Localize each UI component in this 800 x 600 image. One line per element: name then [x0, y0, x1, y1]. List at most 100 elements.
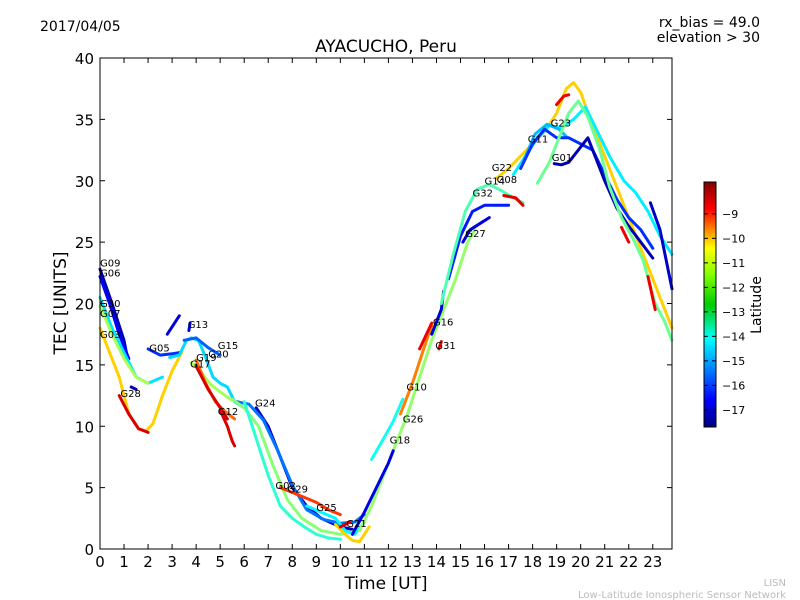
x-tick-label: 8 [287, 553, 297, 571]
x-tick-label: 1 [119, 553, 129, 571]
series-g30b [648, 201, 674, 291]
satellite-label-g20: G20 [208, 350, 228, 361]
chart-title: AYACUCHO, Peru [315, 37, 457, 57]
colorbar-ticks: −9 −10 −11 −12 −13 −14 −15 −16 −17 [704, 208, 745, 417]
x-tick-label: 4 [191, 553, 201, 571]
series-g31 [437, 340, 443, 351]
satellite-label-g05: G05 [149, 343, 169, 354]
series-g30 [98, 295, 164, 385]
series-g24b [235, 400, 366, 525]
satellite-label-g17: G17 [190, 359, 210, 370]
elevation-label: elevation > 30 [657, 30, 760, 46]
x-tick-label: 11 [355, 553, 374, 571]
satellite-label-g08: G08 [497, 175, 517, 186]
satellite-label-g31: G31 [435, 341, 455, 352]
x-tick-label: 23 [643, 553, 662, 571]
satellite-label-g10: G10 [406, 383, 426, 394]
satellite-label-g21: G21 [346, 519, 366, 530]
satellite-label-g15: G15 [218, 341, 238, 352]
x-tick-label: 17 [499, 553, 518, 571]
date-label: 2017/04/05 [40, 19, 121, 35]
series-g28 [117, 394, 150, 434]
series-g29 [278, 486, 342, 517]
x-tick-label: 5 [215, 553, 225, 571]
series-g07 [98, 304, 150, 385]
satellite-label-g12: G12 [218, 407, 238, 418]
series-g07r [555, 93, 571, 107]
x-tick-label: 18 [523, 553, 542, 571]
series-g26 [358, 228, 477, 533]
colorbar-tick-label: −11 [722, 257, 745, 270]
satellite-label-g09: G09 [100, 259, 120, 270]
satellite-label-g06: G06 [100, 269, 120, 280]
satellite-label-g32: G32 [473, 189, 493, 200]
x-tick-label: 19 [547, 553, 566, 571]
series-g28b [129, 385, 138, 391]
rx-bias-label: rx_bias = 49.0 [659, 15, 760, 31]
x-tick-label: 13 [403, 553, 422, 571]
series-g13 [168, 336, 246, 410]
colorbar-tick-label: −14 [722, 330, 745, 343]
satellite-label-g01: G01 [552, 153, 572, 164]
colorbar-tick-label: −13 [722, 306, 745, 319]
series-g32 [447, 203, 511, 281]
x-tick-label: 15 [451, 553, 470, 571]
y-tick-label: 15 [75, 357, 94, 375]
x-tick-label: 20 [571, 553, 590, 571]
series-g11b [519, 127, 655, 250]
satellite-label-g16: G16 [433, 318, 453, 329]
series-g02 [242, 400, 342, 541]
series-g08 [502, 194, 525, 207]
plot-frame [99, 57, 673, 550]
series-g09r [620, 225, 631, 244]
footer-network: Low-Latitude Ionospheric Sensor Network [578, 590, 786, 600]
series-g12 [218, 408, 237, 448]
y-axis-label: TEC [UNITS] [51, 251, 71, 355]
series-g16 [418, 321, 434, 351]
x-tick-label: 14 [427, 553, 446, 571]
series-g01 [552, 136, 655, 260]
colorbar-tick-label: −12 [722, 281, 745, 294]
x-tick-label: 6 [239, 553, 249, 571]
series-g28r [646, 275, 657, 312]
x-tick-label: 2 [143, 553, 153, 571]
series-g15 [182, 336, 222, 357]
y-tick-label: 5 [84, 480, 94, 498]
y-tick-label: 10 [75, 418, 94, 436]
series-g18 [370, 397, 405, 461]
series-g21b [338, 520, 352, 529]
colorbar-tick-label: −9 [722, 208, 738, 221]
satellite-label-g26: G26 [403, 415, 423, 426]
x-tick-label: 16 [475, 553, 494, 571]
x-tick-label: 21 [595, 553, 614, 571]
x-tick-label: 12 [379, 553, 398, 571]
satellite-label-g29: G29 [288, 485, 308, 496]
satellite-label-g22: G22 [492, 163, 512, 174]
y-tick-label: 40 [75, 50, 94, 68]
x-axis: 0 1 2 3 4 5 6 7 8 9 10 11 12 13 14 15 16 17 18 19 20 21 22 23 [95, 58, 662, 571]
x-tick-label: 9 [312, 553, 322, 571]
series-layer [98, 81, 674, 544]
x-tick-label: 10 [331, 553, 350, 571]
y-tick-label: 30 [75, 173, 94, 191]
satellite-label-g11: G11 [528, 135, 548, 146]
colorbar-tick-label: −16 [722, 379, 745, 392]
series-g27 [461, 216, 491, 244]
colorbar [703, 181, 717, 428]
series-g21 [334, 523, 371, 544]
series-g10 [398, 324, 434, 416]
series-g05b [165, 314, 181, 336]
series-g13b [187, 321, 192, 332]
satellite-label-g14: G14 [485, 176, 505, 187]
satellite-label-g24: G24 [255, 399, 275, 410]
series-g25 [305, 504, 366, 536]
series-g06 [98, 275, 131, 361]
satellite-label-g19: G19 [196, 353, 216, 364]
y-tick-label: 0 [84, 541, 94, 559]
colorbar-tick-label: −15 [722, 355, 745, 368]
series-g17 [194, 364, 229, 421]
series-g24 [254, 406, 354, 531]
series-g05 [146, 347, 181, 357]
